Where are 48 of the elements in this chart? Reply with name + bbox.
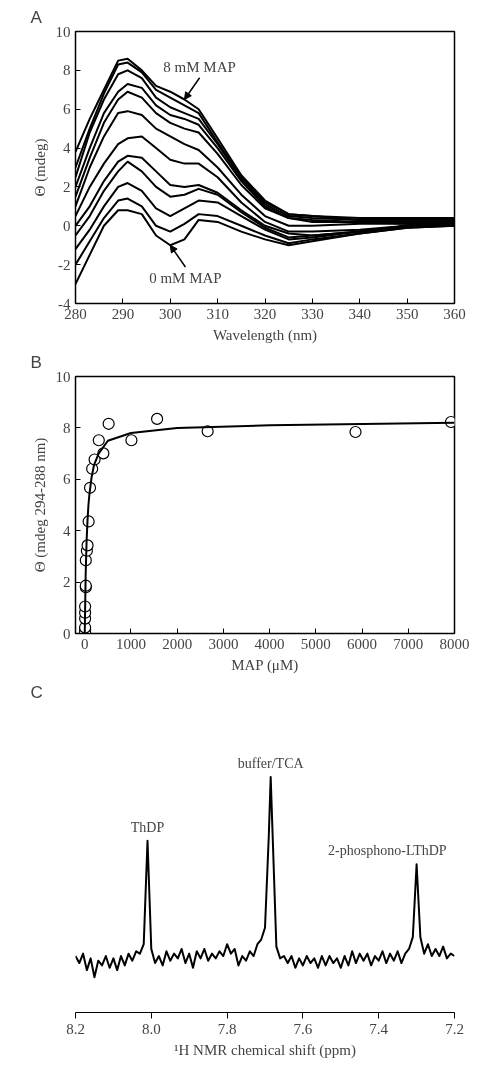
x-axis-title: ¹H NMR chemical shift (ppm)	[174, 1041, 356, 1059]
x-tick-label: 300	[159, 305, 182, 322]
x-tick-label: 7.4	[369, 1020, 389, 1037]
x-tick-label: 5000	[300, 635, 331, 652]
x-tick-label: 3000	[208, 635, 239, 652]
x-tick-label: 2000	[162, 635, 193, 652]
y-tick-label: 6	[63, 471, 71, 488]
annotation: 0 mM MAP	[149, 269, 222, 286]
chart-title: A	[30, 7, 43, 27]
x-tick-label: 350	[395, 305, 419, 322]
x-tick-label: 1000	[115, 635, 146, 652]
x-axis-title: MAP (μM)	[231, 656, 299, 674]
x-tick-label: 290	[111, 305, 135, 322]
y-axis-title: Θ (mdeg)	[31, 138, 49, 197]
x-tick-label: 8000	[439, 635, 470, 652]
chart-title: C	[30, 682, 43, 702]
y-tick-label: 2	[63, 574, 71, 591]
x-tick-label: 6000	[347, 635, 378, 652]
y-tick-label: 4	[63, 522, 71, 539]
y-tick-label: 8	[63, 419, 71, 436]
x-tick-label: 7.8	[217, 1020, 237, 1037]
y-tick-label: 6	[63, 101, 71, 118]
x-tick-label: 7.2	[445, 1020, 464, 1037]
y-tick-label: -2	[58, 256, 71, 273]
y-axis-title: Θ (mdeg 294-288 nm)	[31, 437, 49, 573]
y-tick-label: 10	[55, 23, 71, 40]
x-tick-label: 340	[348, 305, 371, 322]
x-tick-label: 320	[253, 305, 277, 322]
x-tick-label: 7.6	[293, 1020, 313, 1037]
chart-title: B	[30, 352, 42, 372]
x-tick-label: 330	[301, 305, 324, 322]
y-tick-label: 8	[63, 62, 71, 79]
x-tick-label: 8.2	[66, 1020, 85, 1037]
x-tick-label: 310	[206, 305, 229, 322]
x-tick-label: 4000	[254, 635, 285, 652]
annotation: 8 mM MAP	[163, 58, 236, 75]
y-tick-label: 10	[55, 368, 71, 385]
x-tick-label: 8.0	[141, 1020, 161, 1037]
annotation: ThDP	[130, 819, 165, 835]
y-tick-label: 0	[63, 217, 71, 234]
x-tick-label: 7000	[393, 635, 424, 652]
x-axis-title: Wavelength (nm)	[212, 326, 318, 344]
annotation: 2-phosphono-LThDP	[328, 843, 447, 859]
y-tick-label: 4	[63, 140, 71, 157]
x-tick-label: 0	[80, 635, 89, 652]
y-tick-label: 2	[63, 178, 71, 195]
annotation: buffer/TCA	[237, 756, 305, 772]
x-tick-label: 360	[443, 305, 466, 322]
